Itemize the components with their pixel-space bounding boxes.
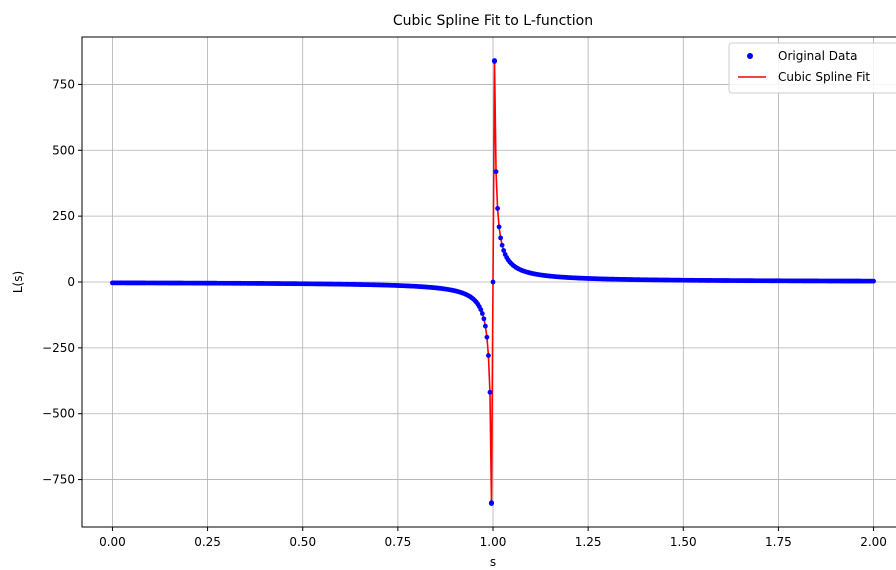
- data-point-extreme: [491, 58, 498, 64]
- legend-marker-original-data: [747, 53, 753, 59]
- y-tick-label: 750: [52, 77, 75, 91]
- y-tick-label: −250: [42, 341, 75, 355]
- data-point: [479, 311, 485, 316]
- data-point: [478, 307, 484, 312]
- y-tick-label: 0: [67, 275, 75, 289]
- data-point: [495, 206, 500, 211]
- x-tick-label: 0.75: [385, 535, 412, 549]
- y-tick-label: −500: [42, 407, 75, 421]
- data-point: [496, 224, 502, 230]
- chart-title: Cubic Spline Fit to L-function: [393, 13, 593, 29]
- x-axis-ticks: 0.00 0.25 0.50 0.75 1.00 1.25 1.50 1.75 2.00: [99, 527, 887, 549]
- x-tick-label: 0.00: [99, 535, 126, 549]
- data-point: [481, 316, 487, 322]
- data-point: [498, 235, 504, 241]
- x-tick-label: 2.00: [860, 535, 887, 549]
- data-point: [871, 278, 876, 284]
- x-tick-label: 0.50: [289, 535, 316, 549]
- y-axis-label: L(s): [11, 271, 25, 293]
- x-tick-label: 1.00: [480, 535, 507, 549]
- data-point: [499, 242, 505, 248]
- data-point-extreme: [488, 500, 495, 506]
- data-point: [484, 334, 490, 340]
- legend-box: [728, 42, 896, 94]
- x-axis-label: s: [490, 555, 496, 569]
- y-axis-ticks: −750 −500 −250 0 250 500 750: [42, 77, 82, 487]
- x-tick-label: 0.25: [194, 535, 221, 549]
- plot-series: [110, 58, 876, 506]
- legend: Original Data Cubic Spline Fit: [728, 42, 896, 94]
- x-tick-label: 1.50: [670, 535, 697, 549]
- y-tick-label: 250: [52, 209, 75, 223]
- data-point: [487, 389, 493, 395]
- x-tick-label: 1.75: [765, 535, 792, 549]
- data-point: [486, 353, 491, 358]
- data-point: [490, 279, 496, 285]
- data-point: [482, 323, 488, 329]
- x-tick-label: 1.25: [575, 535, 602, 549]
- y-tick-label: 500: [52, 143, 75, 157]
- y-tick-label: −750: [42, 473, 75, 487]
- data-point: [501, 248, 507, 253]
- data-point: [493, 169, 499, 175]
- legend-label-original-data: Original Data: [778, 49, 857, 63]
- legend-label-cubic-spline: Cubic Spline Fit: [778, 70, 870, 84]
